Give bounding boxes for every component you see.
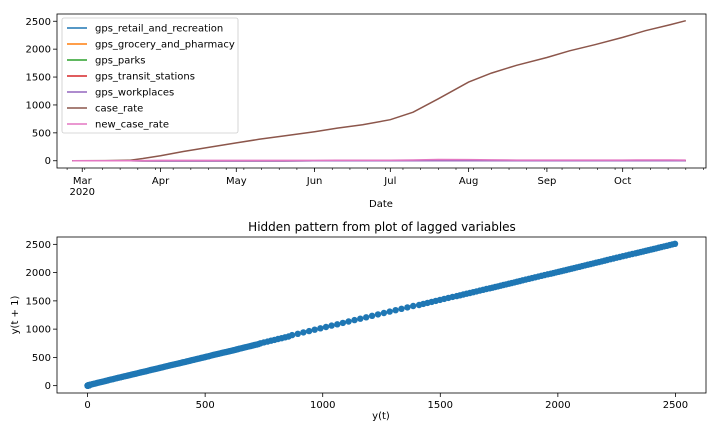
top-y-tick-label: 500 bbox=[32, 128, 51, 139]
scatter-point bbox=[322, 323, 330, 331]
scatter-point bbox=[363, 314, 370, 321]
lag-scatter-chart: Hidden pattern from plot of lagged varia… bbox=[10, 220, 707, 422]
top-y-tick-label: 2000 bbox=[26, 45, 51, 56]
legend-box bbox=[61, 17, 239, 134]
legend-label-new_case_rate: new_case_rate bbox=[95, 120, 169, 131]
scatter-point bbox=[311, 326, 318, 333]
top-y-tick-label: 0 bbox=[45, 156, 51, 167]
scatter-point bbox=[357, 315, 364, 322]
top-x-tick-label: Oct bbox=[614, 176, 631, 187]
bottom-y-tick-label: 0 bbox=[45, 381, 51, 392]
legend-label-case_rate: case_rate bbox=[95, 104, 143, 115]
bottom-y-axis-label: y(t + 1) bbox=[10, 296, 21, 335]
bottom-x-tick-label: 2000 bbox=[545, 400, 570, 411]
top-y-axis: 0 500 1000 1500 2000 2500 bbox=[26, 17, 57, 167]
scatter-point bbox=[351, 316, 358, 324]
scatter-point bbox=[288, 331, 296, 339]
top-x-tick-label: Sep bbox=[537, 176, 556, 187]
bottom-x-tick-label: 500 bbox=[196, 400, 215, 411]
scatter-point bbox=[294, 330, 301, 337]
bottom-x-tick-label: 1500 bbox=[428, 400, 453, 411]
bottom-scatter-points bbox=[84, 240, 679, 389]
top-y-tick-label: 1500 bbox=[26, 73, 51, 84]
scatter-point bbox=[398, 305, 405, 312]
scatter-point bbox=[317, 325, 324, 332]
bottom-x-axis-label: y(t) bbox=[372, 411, 390, 422]
bottom-x-axis: 0 500 1000 1500 2000 2500 bbox=[84, 393, 688, 411]
top-x-tick-label: Apr bbox=[152, 176, 170, 187]
legend: gps_retail_and_recreation gps_grocery_and… bbox=[61, 17, 239, 134]
scatter-point bbox=[410, 302, 417, 310]
case-rate-line-chart: 0 500 1000 1500 2000 2500 Mar 2020 Apr May Jun Jul… bbox=[26, 13, 707, 210]
scatter-point bbox=[386, 308, 393, 315]
bottom-y-tick-label: 2000 bbox=[26, 268, 51, 279]
top-x-tick-label: May bbox=[226, 176, 247, 187]
legend-label-gps_workplaces: gps_workplaces bbox=[95, 88, 174, 99]
scatter-point bbox=[671, 240, 679, 247]
bottom-x-tick-label: 0 bbox=[84, 400, 90, 411]
top-x-tick-label: Jul bbox=[383, 176, 396, 187]
bottom-chart-title: Hidden pattern from plot of lagged varia… bbox=[248, 220, 516, 234]
bottom-y-tick-label: 2500 bbox=[26, 240, 51, 251]
legend-label-gps_parks: gps_parks bbox=[95, 56, 146, 67]
top-series-lines bbox=[72, 19, 686, 162]
scatter-point bbox=[300, 329, 307, 336]
top-x-tick-label: Jun bbox=[306, 176, 323, 187]
top-y-tick-label: 2500 bbox=[26, 17, 51, 28]
bottom-y-tick-label: 1500 bbox=[26, 296, 51, 307]
top-x-axis-label: Date bbox=[369, 199, 393, 210]
scatter-point bbox=[345, 318, 352, 325]
series-line-new_case_rate bbox=[72, 158, 686, 162]
top-x-tick-label: Aug bbox=[459, 176, 479, 187]
scatter-point bbox=[305, 327, 313, 335]
top-x-tick-label: Mar 2020 bbox=[70, 176, 95, 198]
legend-label-gps_retail_and_recreation: gps_retail_and_recreation bbox=[95, 24, 223, 35]
scatter-point bbox=[404, 304, 411, 311]
scatter-point bbox=[374, 311, 382, 318]
bottom-y-tick-label: 500 bbox=[32, 353, 51, 364]
scatter-point bbox=[392, 307, 399, 314]
top-y-tick-label: 1000 bbox=[26, 100, 51, 111]
scatter-point bbox=[328, 322, 335, 329]
legend-label-gps_transit_stations: gps_transit_stations bbox=[95, 72, 195, 83]
bottom-x-tick-label: 1000 bbox=[310, 400, 335, 411]
top-x-axis: Mar 2020 Apr May Jun Jul Aug Sep Oct bbox=[66, 168, 704, 198]
series-line-case_rate bbox=[72, 19, 686, 162]
bottom-y-tick-label: 1000 bbox=[26, 325, 51, 336]
scatter-point bbox=[334, 321, 341, 328]
bottom-y-axis: 0 500 1000 1500 2000 2500 bbox=[26, 240, 57, 392]
scatter-point bbox=[380, 309, 388, 317]
bottom-x-tick-label: 2500 bbox=[663, 400, 688, 411]
legend-label-gps_grocery_and_pharmacy: gps_grocery_and_pharmacy bbox=[95, 40, 235, 51]
scatter-point bbox=[339, 319, 347, 327]
scatter-point bbox=[368, 312, 376, 319]
